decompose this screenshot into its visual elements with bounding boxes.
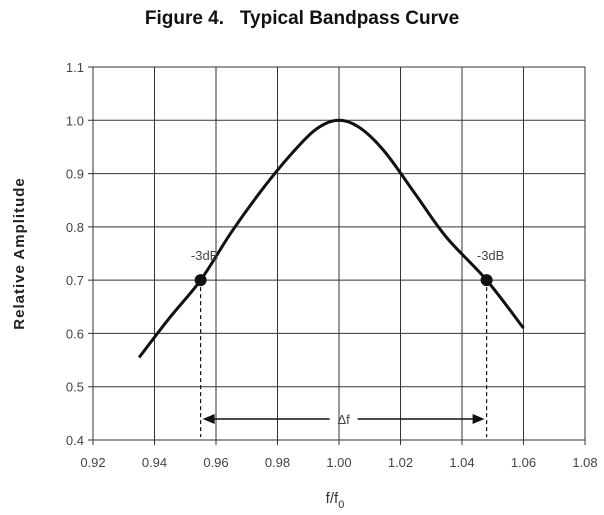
x-tick-labels: 0.92 0.94 0.96 0.98 1.00 1.02 1.04 1.06 1.08: [80, 455, 597, 470]
minus-3db-point: [194, 274, 207, 287]
bandwidth-indicator: Δf: [202, 412, 485, 427]
x-tick-label: 1.06: [511, 455, 536, 470]
grid-lines: [88, 66, 586, 445]
x-tick-label: 0.92: [80, 455, 105, 470]
chart-title: Figure 4. Typical Bandpass Curve: [144, 8, 460, 29]
y-tick-label: 0.9: [66, 167, 84, 182]
x-tick-label: 0.94: [142, 455, 167, 470]
y-tick-label: 1.1: [66, 60, 84, 75]
x-tick-label: 0.96: [203, 455, 228, 470]
bandwidth-label: Δf: [337, 412, 350, 427]
x-tick-label: 1.04: [449, 455, 474, 470]
y-tick-label: 1.0: [66, 113, 84, 128]
minus-3db-point: [480, 274, 493, 287]
x-axis-label: f/f0: [326, 490, 345, 511]
y-tick-label: 0.6: [66, 326, 84, 341]
x-tick-label: 1.00: [326, 455, 351, 470]
x-axis-label-subscript: 0: [338, 499, 344, 511]
minus-3db-label: -3dB: [191, 248, 218, 263]
y-axis-label: Relative Amplitude: [11, 177, 28, 329]
y-tick-label: 0.7: [66, 273, 84, 288]
minus-3db-markers: -3dB -3dB: [191, 248, 504, 437]
x-axis-label-main: f/f: [326, 490, 339, 507]
bandwidth-arrowhead-left: [202, 414, 215, 424]
y-tick-label: 0.4: [66, 433, 84, 448]
y-tick-label: 0.8: [66, 220, 84, 235]
x-tick-label: 0.98: [265, 455, 290, 470]
y-tick-labels: 0.4 0.5 0.6 0.7 0.8 0.9 1.0 1.1: [66, 60, 84, 448]
x-tick-label: 1.08: [572, 455, 597, 470]
bandwidth-arrowhead-right: [472, 414, 485, 424]
x-tick-label: 1.02: [388, 455, 413, 470]
y-tick-label: 0.5: [66, 380, 84, 395]
minus-3db-label: -3dB: [477, 248, 504, 263]
bandpass-curve: [137, 118, 525, 359]
